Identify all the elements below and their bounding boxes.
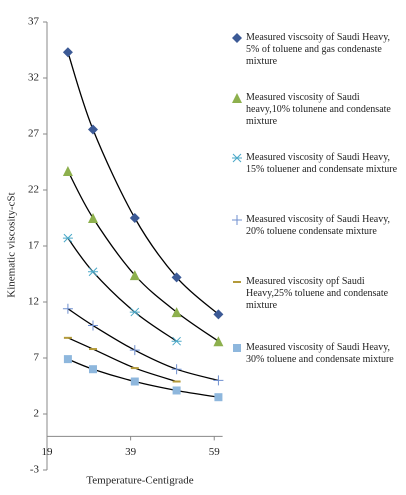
data-point bbox=[171, 272, 182, 283]
legend-label: Measured viscosity opf Saudi Heavy,25% t… bbox=[246, 276, 389, 311]
legend-label: Measured viscosity of Saudi Heavy, 20% t… bbox=[246, 214, 391, 237]
data-point bbox=[129, 270, 140, 281]
data-point bbox=[213, 336, 224, 347]
legend-label: Measured viscosity of Saudi Heavy, 15% t… bbox=[246, 152, 398, 175]
data-point bbox=[213, 309, 224, 320]
data-point bbox=[62, 233, 73, 243]
data-point bbox=[63, 355, 72, 364]
trendline bbox=[67, 237, 177, 342]
trendline bbox=[67, 52, 219, 315]
data-point bbox=[129, 307, 140, 317]
data-point bbox=[171, 307, 182, 318]
legend-label: Measured viscosity of Saudi Heavy, 30% t… bbox=[246, 342, 394, 365]
data-point bbox=[214, 393, 223, 402]
y-tick-label: -3 bbox=[30, 464, 40, 476]
y-axis-label: Kinematic viscosity-cSt bbox=[6, 192, 18, 297]
legend-label: Measured viscsoity of Saudi Heavy, 5% of… bbox=[246, 32, 391, 67]
data-point bbox=[130, 377, 139, 386]
legend-marker bbox=[232, 153, 242, 163]
legend-marker bbox=[233, 344, 241, 352]
legend-marker bbox=[232, 93, 242, 103]
legend-marker bbox=[232, 33, 242, 43]
data-point bbox=[172, 386, 181, 395]
data-point bbox=[62, 165, 73, 176]
y-tick-label: 22 bbox=[28, 184, 39, 196]
data-point bbox=[87, 124, 98, 135]
y-tick-label: 17 bbox=[28, 240, 40, 252]
data-point bbox=[87, 320, 98, 331]
data-point bbox=[87, 213, 98, 223]
legend-marker bbox=[232, 215, 242, 225]
trendline bbox=[67, 337, 177, 383]
y-tick-label: 27 bbox=[28, 128, 40, 140]
y-tick-label: 37 bbox=[28, 16, 40, 28]
x-axis-label: Temperature-Centigrade bbox=[86, 475, 193, 487]
legend-label: Measured viscosity of Saudi heavy,10% to… bbox=[246, 92, 391, 127]
data-point bbox=[129, 345, 140, 356]
data-point bbox=[62, 47, 73, 58]
y-tick-label: 32 bbox=[28, 72, 39, 84]
data-point bbox=[87, 267, 98, 277]
trendline bbox=[67, 358, 219, 398]
data-point bbox=[213, 375, 224, 386]
data-point bbox=[88, 365, 97, 374]
data-point bbox=[171, 364, 182, 375]
data-point bbox=[129, 213, 140, 223]
y-tick-label: 2 bbox=[34, 408, 40, 420]
data-point bbox=[62, 303, 73, 314]
y-tick-label: 12 bbox=[28, 296, 39, 308]
x-tick-label: 19 bbox=[42, 446, 54, 458]
data-point bbox=[171, 336, 182, 346]
y-tick-label: 7 bbox=[34, 352, 40, 364]
trendline bbox=[67, 170, 219, 342]
x-tick-label: 39 bbox=[125, 446, 137, 458]
x-tick-label: 59 bbox=[209, 446, 221, 458]
